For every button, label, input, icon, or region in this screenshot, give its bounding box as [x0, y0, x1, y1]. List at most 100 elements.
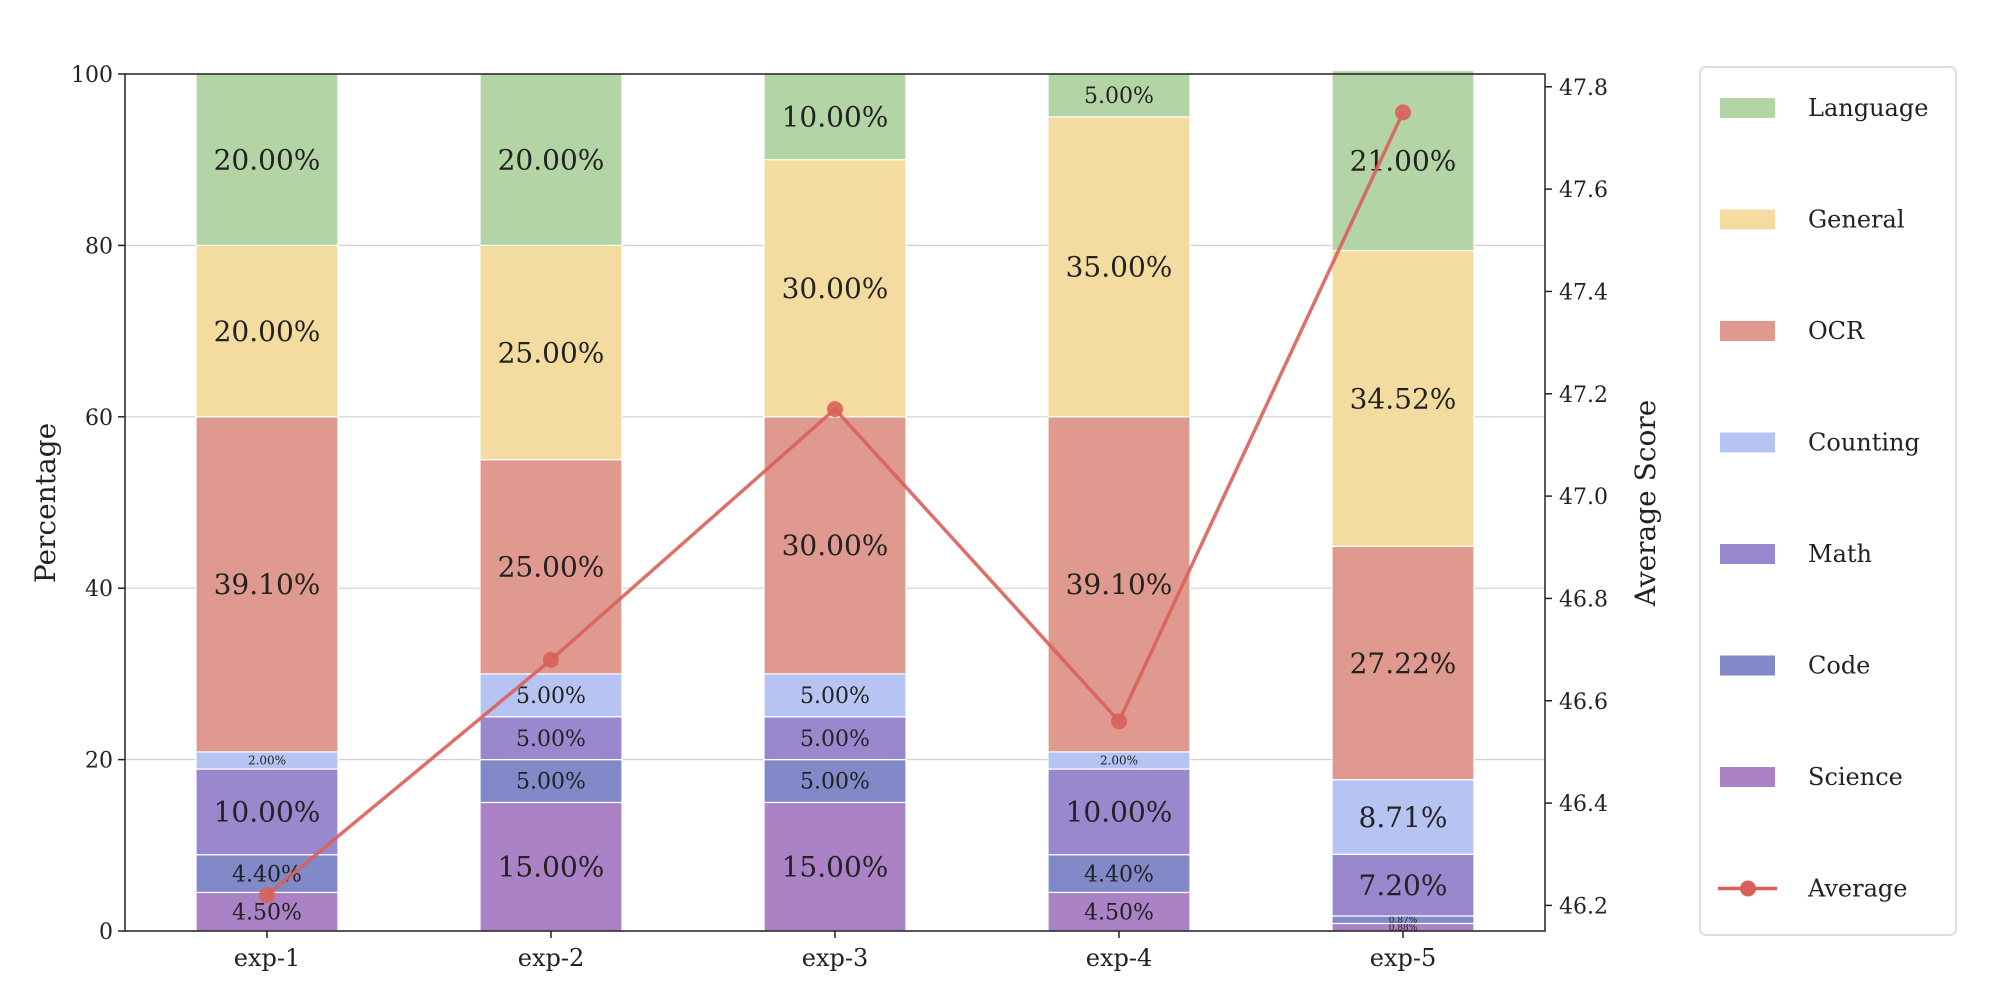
legend-label: OCR — [1808, 317, 1865, 345]
legend-label: Math — [1808, 540, 1872, 568]
data-label: 4.40% — [1084, 862, 1154, 887]
plot-frame — [124, 73, 1546, 932]
bar-segment-counting — [763, 673, 907, 718]
y-right-tick-label: 46.2 — [1559, 894, 1608, 919]
bar-segment-counting — [1331, 779, 1475, 855]
bar-segment-code — [479, 758, 623, 804]
data-label: 15.00% — [498, 851, 605, 884]
legend-label: Code — [1808, 652, 1870, 680]
y-right-tick-label: 47.8 — [1559, 76, 1608, 101]
y-tick-label: 100 — [71, 63, 113, 88]
legend-label: General — [1808, 206, 1905, 234]
data-label: 21.00% — [1350, 144, 1457, 177]
x-tick-label: exp-3 — [802, 944, 868, 972]
data-label: 20.00% — [498, 144, 605, 177]
data-label: 15.00% — [782, 851, 889, 884]
data-label: 2.00% — [1100, 754, 1138, 768]
bar-segment-ocr — [1331, 545, 1475, 781]
legend-swatch — [1720, 655, 1775, 676]
data-label: 10.00% — [214, 796, 321, 829]
data-label: 35.00% — [1066, 251, 1173, 284]
average-point — [543, 651, 559, 668]
data-label: 0.88% — [1389, 923, 1418, 933]
average-point — [1111, 713, 1127, 730]
bar-segment-math — [195, 768, 339, 856]
bar-segment-code — [195, 854, 339, 894]
bar-segment-ocr — [1047, 416, 1191, 753]
legend-label: Counting — [1808, 429, 1920, 457]
data-label: 39.10% — [214, 568, 321, 601]
y-right-tick-label: 46.8 — [1559, 587, 1608, 612]
average-point — [827, 401, 843, 418]
legend-swatch — [1720, 432, 1775, 453]
legend-label: Science — [1808, 763, 1903, 791]
bar-segment-science — [479, 801, 623, 932]
y-axis-right-label: Average Score — [1629, 400, 1662, 608]
bar-segment-math — [1047, 768, 1191, 856]
bar-segment-language — [1331, 69, 1475, 252]
bar-segment-science — [763, 801, 907, 932]
data-label: 5.00% — [800, 727, 870, 752]
y-tick-label: 40 — [85, 577, 113, 602]
data-label: 25.00% — [498, 336, 605, 369]
legend-swatch — [1720, 321, 1775, 341]
legend-swatch — [1720, 209, 1775, 230]
data-label: 20.00% — [214, 144, 321, 177]
data-label: 25.00% — [498, 551, 605, 584]
average-point — [259, 887, 275, 904]
bar-segment-general — [1047, 116, 1191, 418]
legend-swatch — [1720, 767, 1775, 787]
data-label: 27.22% — [1350, 647, 1457, 680]
y-axis-label: Percentage — [29, 423, 62, 583]
data-label: 5.00% — [1084, 84, 1154, 109]
average-point — [1395, 104, 1411, 121]
data-label: 34.52% — [1350, 382, 1457, 415]
data-label: 5.00% — [516, 770, 586, 795]
bar-segment-ocr — [479, 459, 623, 675]
bar-segment-general — [763, 159, 907, 418]
bar-segment-general — [1331, 249, 1475, 547]
y-right-tick-label: 47.2 — [1559, 383, 1608, 408]
data-label: 5.00% — [800, 770, 870, 795]
bar-segment-code — [763, 758, 907, 804]
data-label: 7.20% — [1359, 869, 1448, 902]
data-label: 10.00% — [1066, 796, 1173, 829]
bar-segment-language — [1047, 73, 1191, 118]
data-label: 0.87% — [1389, 916, 1418, 926]
x-tick-label: exp-4 — [1086, 944, 1152, 972]
bar-segment-language — [763, 73, 907, 161]
data-label: 4.50% — [232, 900, 302, 925]
x-tick-label: exp-5 — [1370, 944, 1436, 972]
legend-marker — [1740, 880, 1756, 897]
data-label: 20.00% — [214, 315, 321, 348]
data-label: 5.00% — [800, 684, 870, 709]
bar-segment-code — [1047, 854, 1191, 894]
legend-swatch — [1720, 544, 1775, 564]
bar-segment-general — [195, 244, 339, 418]
y-tick-label: 80 — [85, 234, 113, 259]
bar-segment-counting — [479, 673, 623, 718]
legend: Language General OCR Counting Math Code Scienc… — [1699, 66, 1957, 936]
bar-segment-language — [479, 73, 623, 246]
y-right-tick-label: 47.6 — [1559, 178, 1608, 203]
y-right-tick-label: 47.0 — [1559, 485, 1608, 510]
y-right-tick-label: 47.4 — [1559, 280, 1608, 305]
data-label: 2.00% — [248, 754, 286, 768]
axes: 0 20 40 60 80 100 46.2 46.4 46.6 46.8 47.0 47.2 47.4… — [71, 63, 1608, 972]
y-tick-label: 0 — [99, 920, 113, 945]
x-tick-label: exp-2 — [518, 944, 584, 972]
legend-label: Average — [1807, 875, 1907, 903]
average-line — [259, 104, 1411, 904]
bars: 4.50% 4.40% 10.00% 2.00% 39.10% 20.00% 20.00% 1… — [195, 69, 1475, 933]
bar-segment-math — [1331, 853, 1475, 917]
y-right-tick-label: 46.4 — [1559, 792, 1608, 817]
data-label: 5.00% — [516, 684, 586, 709]
data-label: 4.50% — [1084, 900, 1154, 925]
data-label: 30.00% — [782, 272, 889, 305]
y-tick-label: 60 — [85, 406, 113, 431]
legend-label: Language — [1808, 94, 1928, 122]
data-label: 8.71% — [1359, 801, 1448, 834]
data-label: 5.00% — [516, 727, 586, 752]
x-tick-label: exp-1 — [234, 944, 300, 972]
